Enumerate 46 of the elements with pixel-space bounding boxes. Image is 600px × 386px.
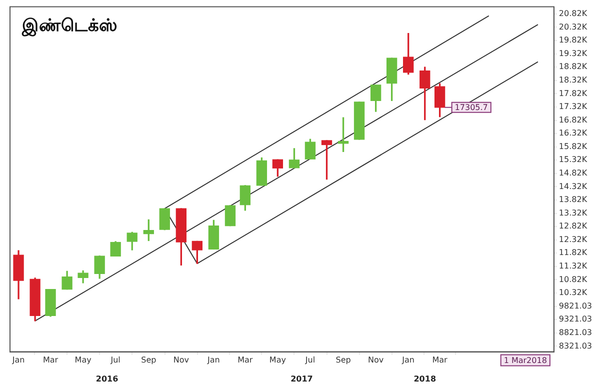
y-tick-label: 10.82K (558, 274, 588, 284)
y-tick-label: 17.32K (558, 102, 588, 112)
x-tick-label: Jul (304, 356, 316, 365)
y-tick-label: 8321.03 (558, 341, 592, 350)
y-tick-label: 20.32K (558, 22, 588, 32)
y-tick-label: 18.82K (558, 62, 588, 72)
x-tick-label: Nov (368, 356, 384, 365)
x-tick-label: Jan (206, 356, 220, 365)
x-tick-label: Sep (141, 356, 156, 365)
text: 1 Mar2018 (504, 356, 547, 365)
y-tick-label: 9321.03 (558, 314, 592, 324)
y-tick-label: 17.82K (558, 88, 588, 98)
x2-tick-label: 2016 (96, 374, 119, 384)
x-tick-label: May (269, 356, 286, 365)
y-tick-label: 11.82K (558, 248, 588, 258)
text: இண்டெக்ஸ் (22, 16, 117, 37)
y-tick-label: 12.32K (558, 234, 588, 244)
y-tick-label: 16.82K (558, 115, 588, 124)
y-tick-label: 13.82K (558, 195, 588, 204)
y-tick-label: 19.32K (558, 48, 588, 58)
x-tick-label: May (74, 356, 92, 365)
y-tick-label: 16.32K (558, 128, 588, 138)
annotation: 17305.7 (454, 102, 488, 112)
y-tick-label: 18.32K (558, 75, 588, 84)
y-tick-label: 11.32K (558, 262, 588, 271)
y-tick-label: 9821.03 (558, 301, 592, 310)
x-tick-label: Mar (432, 356, 448, 365)
y-tick-label: 14.82K (558, 168, 588, 178)
y-tick-label: 15.32K (558, 155, 588, 164)
x2-tick-label: 2018 (414, 374, 436, 384)
y-tick-label: 13.32K (558, 208, 588, 218)
y-tick-label: 14.32K (558, 182, 588, 191)
x-tick-label: Mar (42, 356, 59, 365)
x-tick-label: Mar (238, 356, 254, 365)
x-tick-label: Jul (110, 356, 120, 365)
x2-tick-label: 2017 (290, 374, 313, 384)
x-tick-label: Jan (401, 356, 415, 365)
y-tick-label: 15.82K (558, 142, 588, 151)
y-tick-label: 8821.03 (558, 328, 592, 337)
y-tick-label: 10.32K (558, 288, 588, 298)
y-tick-label: 12.82K (558, 222, 588, 231)
x-tick-label: Sep (336, 356, 351, 365)
y-tick-label: 19.82K (558, 36, 588, 45)
x-tick-label: Nov (173, 356, 190, 365)
y-tick-label: 20.82K (558, 9, 588, 18)
x-tick-label: Jan (11, 356, 25, 365)
